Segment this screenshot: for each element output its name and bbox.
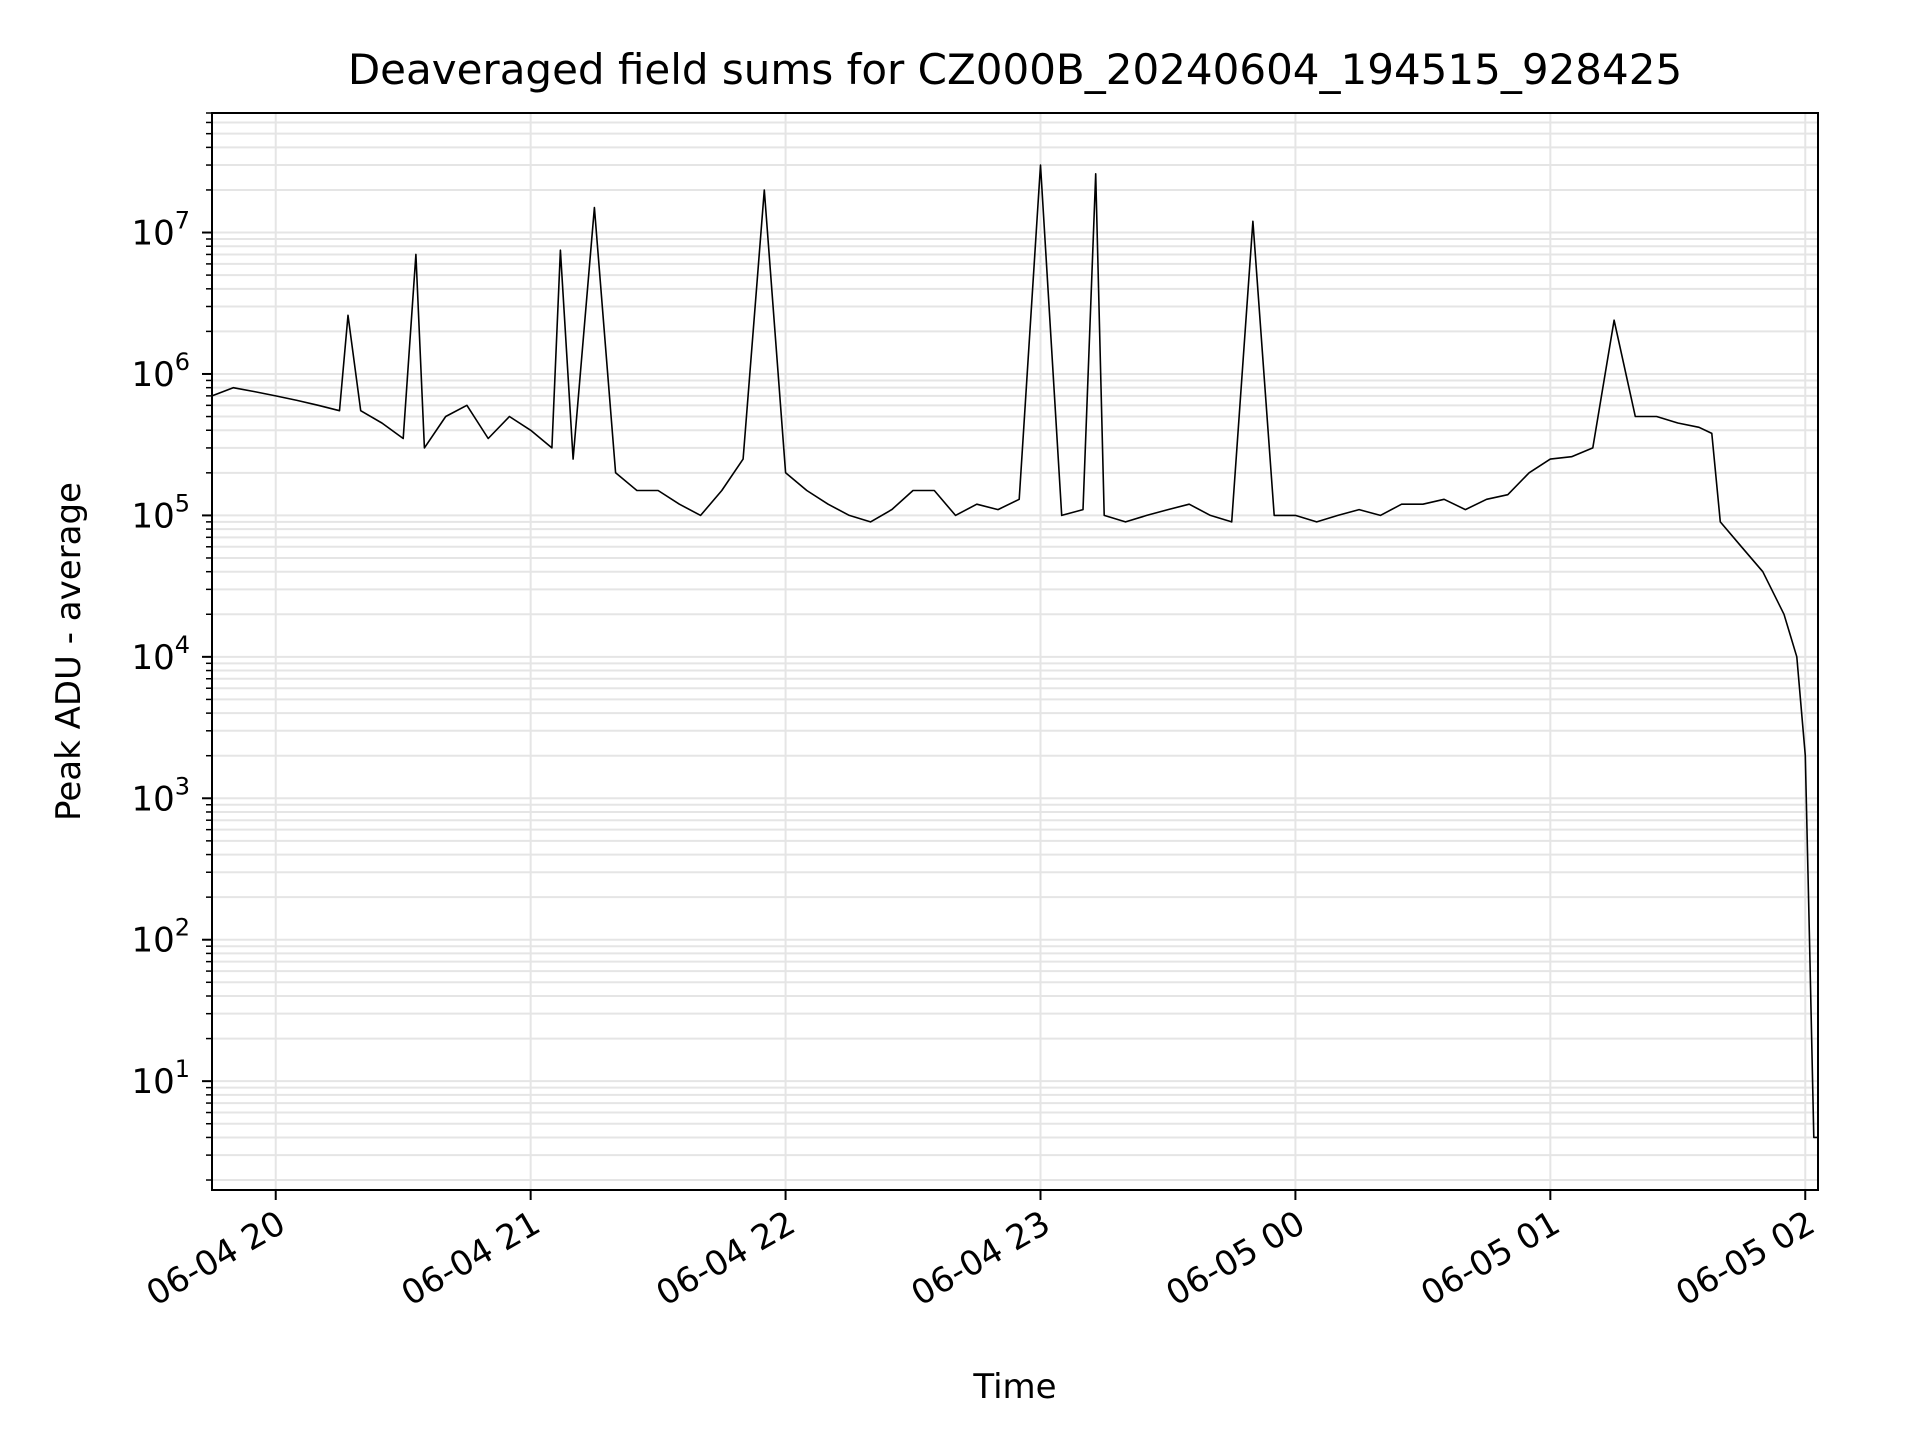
y-tick-label: 101 [131,1055,190,1102]
x-axis-label: Time [972,1367,1056,1407]
y-tick-label: 106 [131,348,190,395]
y-axis: 101 102 103 104 105 106 107 [131,112,212,1181]
y-axis-label: Peak ADU - average [49,482,89,821]
y-tick-label: 102 [131,914,190,961]
series-line [211,164,1818,1139]
y-tick-label: 103 [131,772,190,819]
y-tick-label: 104 [131,631,190,678]
grid [212,112,1818,1190]
series-group [211,164,1818,1139]
plot-frame [211,112,1819,1191]
y-tick-label: 107 [131,207,190,254]
chart-title: Deaveraged field sums for CZ000B_2024060… [348,45,1682,94]
y-tick-label: 105 [131,489,190,536]
